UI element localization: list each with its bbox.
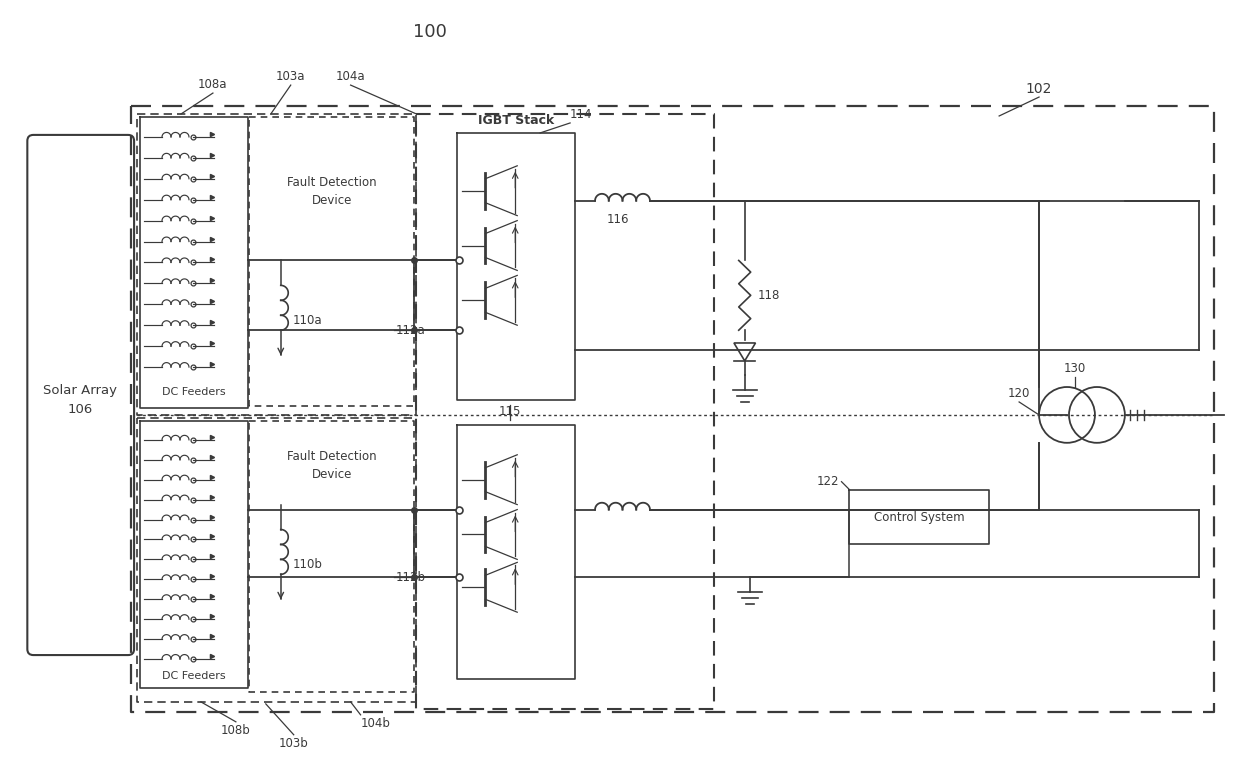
Text: 103a: 103a — [277, 70, 305, 83]
Text: 112a: 112a — [396, 324, 425, 337]
Text: 112b: 112b — [396, 571, 425, 584]
Text: DC Feeders: DC Feeders — [162, 387, 226, 397]
Text: 108b: 108b — [221, 724, 250, 737]
Text: Control System: Control System — [874, 511, 965, 524]
Text: Fault Detection
Device: Fault Detection Device — [286, 176, 377, 206]
Text: 104b: 104b — [361, 717, 391, 730]
Text: 114: 114 — [570, 108, 593, 121]
Text: 130: 130 — [1064, 362, 1086, 375]
Text: 103b: 103b — [279, 737, 309, 750]
Text: 115: 115 — [498, 405, 522, 418]
Text: Fault Detection
Device: Fault Detection Device — [286, 450, 377, 481]
Text: IGBT Stack: IGBT Stack — [479, 114, 554, 127]
Text: 110a: 110a — [293, 314, 322, 327]
Text: 120: 120 — [1008, 387, 1030, 400]
Text: 118: 118 — [758, 289, 780, 302]
Text: 116: 116 — [606, 213, 629, 226]
Text: Solar Array
106: Solar Array 106 — [43, 384, 118, 416]
Text: 104a: 104a — [336, 70, 366, 83]
Text: 110b: 110b — [293, 558, 322, 571]
Text: 108a: 108a — [198, 78, 228, 91]
Text: 100: 100 — [413, 23, 448, 41]
Text: 122: 122 — [817, 475, 839, 488]
Text: DC Feeders: DC Feeders — [162, 671, 226, 681]
Text: 102: 102 — [1025, 82, 1053, 96]
